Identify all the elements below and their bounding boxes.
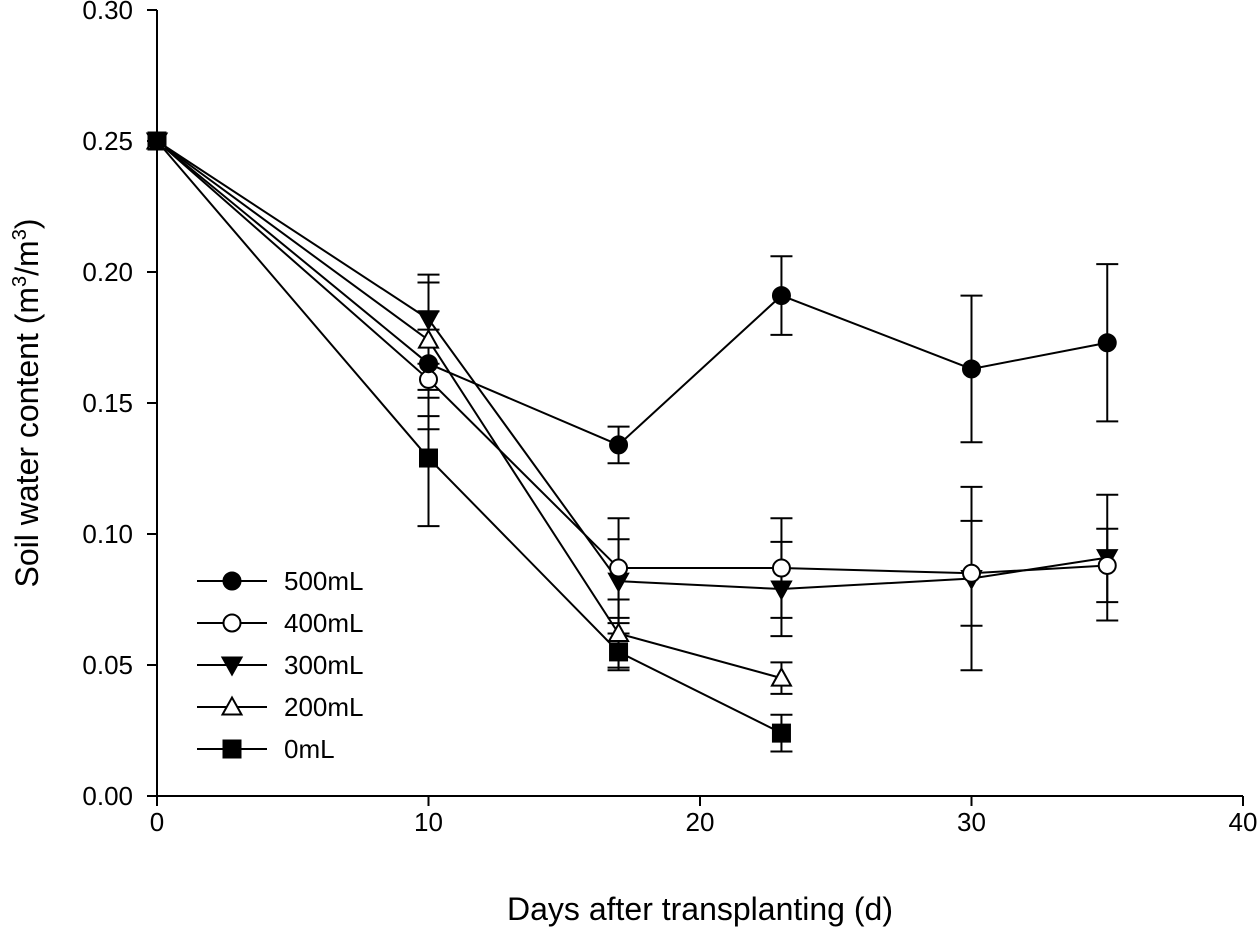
data-point-300ml (417, 310, 440, 331)
data-point-400ml (771, 558, 791, 578)
y-axis-title-mid: /m (9, 240, 45, 276)
legend-marker (220, 656, 244, 677)
legend: 500mL 400mL 300mL 200mL 0mL (197, 566, 364, 764)
data-point-500ml (147, 131, 167, 151)
data-point-0ml (419, 448, 438, 468)
y-axis-title-exp1: 3 (9, 276, 31, 287)
legend-label: 500mL (284, 566, 364, 596)
series-line-400ml (156, 140, 1108, 575)
legend-marker (222, 571, 242, 591)
y-tick-label: 0.20 (82, 257, 133, 287)
data-point-400ml (419, 369, 438, 389)
data-point-200ml (607, 622, 630, 643)
y-axis-title-end: ) (9, 218, 45, 229)
legend-label: 0mL (284, 734, 335, 764)
y-tick-label: 0.15 (82, 388, 133, 418)
x-tick-label: 30 (957, 807, 986, 837)
data-point-0ml (609, 642, 629, 662)
legend-label: 300mL (284, 650, 364, 680)
y-axis-title-exp2: 3 (9, 229, 31, 240)
data-point-400ml (1097, 555, 1117, 575)
data-point-500ml (419, 354, 438, 374)
series-line-500ml (156, 140, 1108, 447)
y-tick-label: 0.00 (82, 781, 133, 811)
legend-item-200ml: 200mL (197, 692, 364, 722)
y-axis-title: Soil water content (m3/m3) (9, 218, 45, 587)
legend-label: 200mL (284, 692, 364, 722)
data-point-200ml (770, 666, 793, 687)
data-point-0ml (771, 723, 791, 743)
legend-item-0ml: 0mL (197, 734, 335, 764)
legend-marker (222, 613, 242, 633)
legend-label: 400mL (284, 608, 364, 638)
y-tick-label: 0.10 (82, 519, 133, 549)
data-point-200ml (417, 328, 440, 349)
x-tick-label: 10 (414, 807, 443, 837)
data-point-500ml (962, 359, 981, 379)
legend-item-500ml: 500mL (197, 566, 364, 596)
legend-item-300ml: 300mL (197, 650, 364, 680)
series-line-200ml (156, 140, 782, 680)
data-point-400ml (962, 563, 981, 583)
series-layer (145, 129, 1119, 753)
data-point-500ml (609, 435, 629, 455)
y-tick-label: 0.25 (82, 126, 133, 156)
data-point-500ml (1097, 333, 1117, 353)
legend-item-400ml: 400mL (197, 608, 364, 638)
series-line-0ml (156, 140, 782, 735)
x-tick-label: 40 (1229, 807, 1258, 837)
series-line-300ml (156, 140, 1108, 591)
y-axis-title-main: Soil water content (m (9, 287, 45, 588)
axes: 0 10 20 30 40 0.00 0.05 0.10 0.15 0.20 0.25 0.30 (82, 0, 1257, 837)
data-point-400ml (609, 558, 629, 578)
x-tick-label: 0 (150, 807, 164, 837)
y-tick-label: 0.30 (82, 0, 133, 25)
x-axis-title: Days after transplanting (d) (507, 891, 893, 927)
y-tick-label: 0.05 (82, 650, 133, 680)
data-point-300ml (770, 580, 793, 601)
x-tick-label: 20 (686, 807, 715, 837)
legend-marker (220, 695, 244, 716)
legend-marker (222, 739, 242, 759)
data-point-500ml (771, 286, 791, 306)
